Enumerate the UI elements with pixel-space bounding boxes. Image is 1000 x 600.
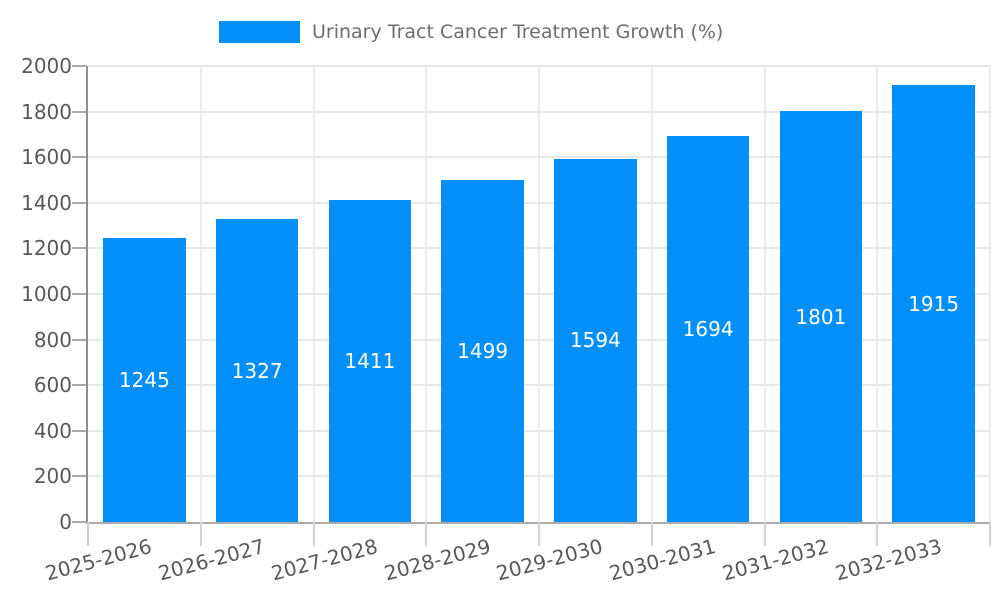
y-axis-tick	[72, 201, 86, 204]
y-axis-label: 1600	[21, 145, 72, 170]
y-axis-tick	[72, 521, 86, 523]
gridline-vertical	[538, 66, 540, 522]
bar-value-label: 1694	[682, 316, 734, 341]
plot-area: 0 200 400 600 800 1000 1200 1400 1600 1800 2000 124…	[21, 54, 991, 585]
y-axis-label: 400	[33, 418, 72, 443]
chart-legend-item[interactable]: Urinary Tract Cancer Treatment Growth (%…	[219, 21, 723, 43]
bar[interactable]: 1499	[441, 180, 524, 522]
bar-value-label: 1915	[908, 291, 960, 316]
y-axis-label: 1200	[21, 236, 72, 261]
gridline-vertical	[312, 66, 315, 522]
bar-value-label: 1245	[118, 368, 170, 393]
bar-value-label: 1411	[344, 349, 396, 374]
y-axis-label: 1000	[21, 282, 72, 306]
y-axis-tick	[72, 110, 86, 113]
x-axis-tick	[87, 522, 89, 546]
x-axis-tick	[425, 522, 428, 546]
x-axis-tick	[989, 522, 991, 546]
bar-value-label: 1499	[457, 339, 509, 364]
bar-value-label: 1327	[231, 358, 283, 383]
y-axis-label: 1800	[21, 99, 72, 124]
x-axis-label: 2026-2027	[155, 534, 268, 586]
gridline-vertical	[199, 66, 202, 522]
bar-value-label: 1594	[569, 328, 621, 353]
gridline-vertical	[989, 66, 991, 522]
y-axis-tick	[72, 247, 86, 250]
x-axis-tick	[538, 522, 540, 546]
x-axis-label: 2030-2031	[606, 534, 719, 586]
y-axis-label: 0	[59, 510, 72, 534]
x-axis-tick	[763, 522, 766, 546]
gridline-vertical	[650, 66, 653, 522]
x-axis-tick	[650, 522, 653, 546]
bar-value-label: 1801	[795, 304, 847, 329]
y-axis-tick	[72, 156, 86, 159]
y-axis-tick	[72, 475, 86, 478]
x-axis-label: 2028-2029	[381, 534, 493, 586]
x-axis-label: 2027-2028	[268, 534, 381, 586]
x-axis-tick	[312, 522, 315, 546]
gridline-vertical	[763, 66, 766, 522]
y-axis-label: 200	[33, 464, 72, 489]
y-axis-label: 1400	[21, 190, 72, 215]
y-axis-tick	[72, 338, 86, 341]
legend-swatch-icon	[219, 21, 300, 43]
bar[interactable]: 1327	[215, 219, 299, 522]
x-axis-label: 2025-2026	[43, 534, 155, 586]
y-axis-tick	[72, 429, 86, 432]
y-axis-tick	[72, 293, 86, 295]
x-axis-label: 2029-2030	[494, 534, 606, 586]
y-axis-label: 800	[33, 327, 72, 352]
bar[interactable]: 1411	[328, 200, 412, 522]
gridline-vertical	[425, 66, 428, 522]
legend-label: Urinary Tract Cancer Treatment Growth (%…	[312, 21, 724, 43]
bar[interactable]: 1801	[779, 111, 863, 522]
bar[interactable]: 1594	[554, 158, 637, 522]
y-axis-tick	[72, 65, 86, 67]
y-axis-label: 600	[33, 373, 72, 398]
bar[interactable]: 1915	[892, 85, 975, 522]
y-axis-tick	[72, 384, 86, 387]
x-axis-tick	[199, 522, 202, 546]
bar[interactable]: 1694	[666, 135, 750, 522]
gridline-vertical	[876, 66, 879, 522]
x-axis-label: 2032-2033	[832, 534, 944, 586]
bar[interactable]: 1245	[103, 238, 186, 522]
y-axis-label: 2000	[21, 54, 72, 78]
x-axis-label: 2031-2032	[719, 534, 832, 586]
x-axis-tick	[876, 522, 879, 546]
